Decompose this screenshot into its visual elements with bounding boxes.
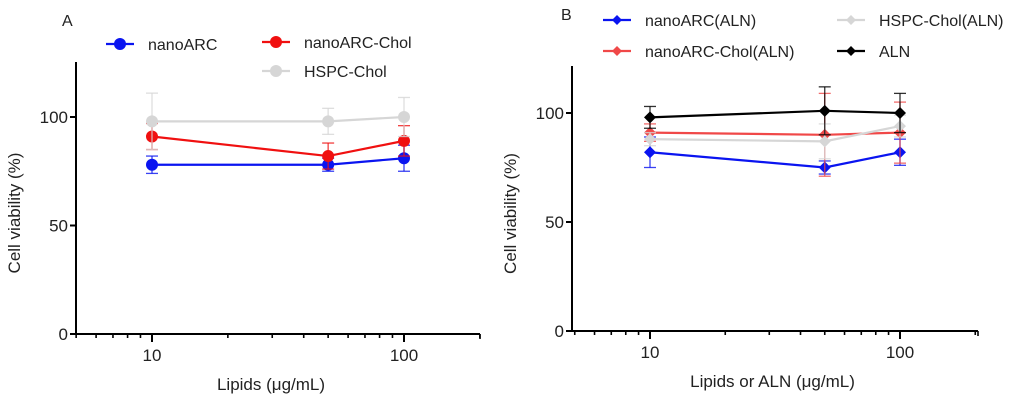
panel-a-axes: 0 50 100 10 100 Lipids (μg/mL) Cell viability … bbox=[5, 62, 481, 394]
legend-label: HSPC-Chol bbox=[304, 64, 387, 81]
legend-label: nanoARC(ALN) bbox=[645, 13, 756, 30]
legend-entry: nanoARC bbox=[106, 37, 217, 54]
legend-entry: HSPC-Chol(ALN) bbox=[837, 13, 1003, 30]
legend-entry: HSPC-Chol bbox=[262, 64, 387, 81]
data-point bbox=[398, 134, 410, 147]
data-point bbox=[270, 65, 282, 77]
panel-a-plot bbox=[146, 92, 410, 175]
data-point bbox=[818, 104, 831, 117]
series-hspc-chol bbox=[146, 92, 410, 151]
panel-b-legend: nanoARC(ALN) nanoARC-Chol(ALN) HSPC-Chol(A… bbox=[603, 13, 1003, 61]
x-tick-label: 10 bbox=[143, 346, 162, 365]
panel-a-label: A bbox=[62, 13, 73, 30]
series-nanoarc-aln bbox=[644, 136, 906, 175]
series-aln bbox=[644, 86, 906, 136]
data-point bbox=[270, 36, 282, 48]
series-line bbox=[649, 109, 901, 119]
data-point bbox=[146, 115, 158, 128]
legend-entry: ALN bbox=[837, 44, 910, 61]
data-point bbox=[894, 107, 906, 119]
data-point bbox=[322, 115, 335, 128]
y-tick-label: 100 bbox=[536, 104, 564, 123]
series-hspc-chol-aln bbox=[644, 114, 906, 160]
data-point bbox=[114, 38, 126, 50]
x-axis-label: Lipids (μg/mL) bbox=[217, 375, 325, 394]
y-tick-label: 100 bbox=[40, 108, 68, 127]
series-line bbox=[152, 157, 405, 166]
data-point bbox=[846, 15, 856, 25]
data-point bbox=[398, 152, 410, 165]
data-point bbox=[146, 158, 158, 171]
panel-b-label: B bbox=[561, 7, 572, 24]
panel-b-axes: 0 50 100 10 100 Lipids or ALN (μg/mL) Cell via… bbox=[501, 66, 979, 391]
data-point bbox=[818, 135, 831, 148]
panel-a-legend: nanoARC nanoARC-Chol HSPC-Chol bbox=[106, 35, 412, 81]
legend-entry: nanoARC(ALN) bbox=[603, 13, 756, 30]
legend-label: ALN bbox=[879, 44, 910, 61]
data-point bbox=[644, 133, 656, 146]
y-tick-label: 0 bbox=[555, 322, 564, 341]
data-point bbox=[644, 111, 656, 124]
legend-entry: nanoARC-Chol bbox=[262, 35, 412, 52]
legend-label: nanoARC-Chol bbox=[304, 35, 412, 52]
data-point bbox=[644, 146, 656, 159]
y-axis-label: Cell viability (%) bbox=[5, 153, 24, 274]
data-point bbox=[612, 15, 622, 25]
y-tick-label: 50 bbox=[49, 217, 68, 236]
panel-b: B nanoARC(ALN) nanoARC-Chol(ALN) HSPC-Chol… bbox=[501, 7, 1003, 391]
x-axis-label: Lipids or ALN (μg/mL) bbox=[690, 372, 855, 391]
data-point bbox=[322, 150, 335, 163]
legend-label: HSPC-Chol(ALN) bbox=[879, 13, 1003, 30]
y-tick-label: 0 bbox=[59, 325, 68, 344]
series-line bbox=[649, 151, 901, 169]
series-nanoarc-chol bbox=[146, 122, 410, 170]
legend-entry: nanoARC-Chol(ALN) bbox=[603, 44, 794, 61]
panel-b-plot bbox=[644, 86, 906, 177]
data-point bbox=[612, 46, 622, 56]
legend-label: nanoARC-Chol(ALN) bbox=[645, 44, 794, 61]
data-point bbox=[398, 111, 410, 123]
y-tick-label: 50 bbox=[545, 213, 564, 232]
x-tick-label: 10 bbox=[641, 343, 660, 362]
y-axis-label: Cell viability (%) bbox=[501, 153, 520, 274]
data-point bbox=[846, 46, 856, 56]
x-tick-label: 100 bbox=[886, 343, 914, 362]
panel-a: A nanoARC nanoARC-Chol HSPC-Chol 0 50 100 10 1… bbox=[5, 13, 481, 394]
series-line bbox=[151, 135, 405, 158]
x-tick-label: 100 bbox=[390, 346, 418, 365]
legend-label: nanoARC bbox=[148, 37, 217, 54]
series-line bbox=[152, 115, 405, 123]
